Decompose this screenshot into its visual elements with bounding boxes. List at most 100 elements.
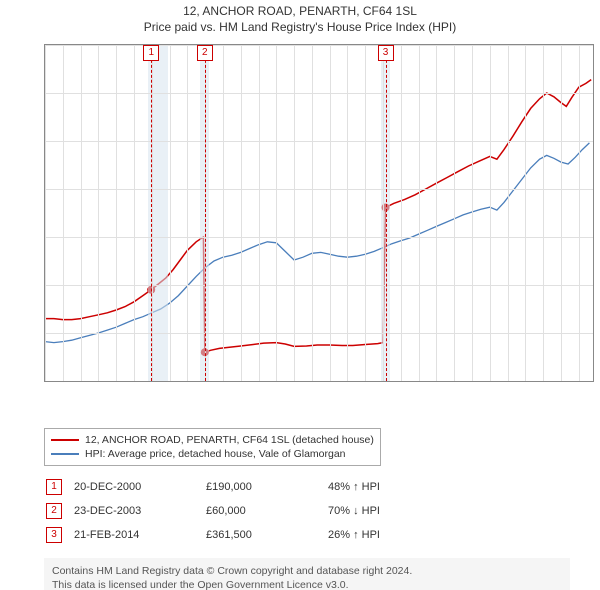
- x-tick-label: 2025: [579, 381, 594, 382]
- x-tick-label: 2011: [330, 381, 345, 382]
- x-tick-label: 2002: [170, 381, 185, 382]
- event-delta: 70% ↓ HPI: [328, 500, 390, 522]
- gridline-h: [45, 189, 593, 190]
- event-marker: 2: [46, 503, 62, 519]
- event-marker: 3: [46, 527, 62, 543]
- gridline-v: [383, 45, 384, 381]
- attribution: Contains HM Land Registry data © Crown c…: [44, 558, 570, 590]
- gridline-h: [45, 381, 593, 382]
- x-tick-label: 2000: [134, 381, 149, 382]
- gridline-h: [45, 45, 593, 46]
- event-date: 23-DEC-2003: [74, 500, 204, 522]
- x-tick-label: 2019: [472, 381, 487, 382]
- gridline-v: [170, 45, 171, 381]
- gridline-h: [45, 141, 593, 142]
- legend-label: 12, ANCHOR ROAD, PENARTH, CF64 1SL (deta…: [85, 434, 374, 446]
- gridline-v: [490, 45, 491, 381]
- attribution-line1: Contains HM Land Registry data © Crown c…: [52, 564, 562, 578]
- x-tick-label: 2015: [401, 381, 416, 382]
- event-line: [151, 45, 152, 381]
- gridline-v: [312, 45, 313, 381]
- event-marker-box: 2: [197, 45, 213, 61]
- x-tick-label: 2016: [419, 381, 434, 382]
- gridline-v: [63, 45, 64, 381]
- x-tick-label: 2012: [347, 381, 362, 382]
- event-row: 120-DEC-2000£190,00048% ↑ HPI: [46, 476, 390, 498]
- legend-swatch: [51, 453, 79, 455]
- gridline-v: [134, 45, 135, 381]
- series-property: [45, 80, 591, 353]
- gridline-h: [45, 333, 593, 334]
- legend-item: 12, ANCHOR ROAD, PENARTH, CF64 1SL (deta…: [51, 433, 374, 447]
- gridline-v: [116, 45, 117, 381]
- x-tick-label: 2010: [312, 381, 327, 382]
- event-date: 21-FEB-2014: [74, 524, 204, 546]
- x-tick-label: 1996: [63, 381, 78, 382]
- x-tick-label: 2004: [205, 381, 220, 382]
- gridline-v: [472, 45, 473, 381]
- gridline-v: [525, 45, 526, 381]
- x-tick-label: 2013: [365, 381, 380, 382]
- event-marker-box: 1: [143, 45, 159, 61]
- gridline-v: [347, 45, 348, 381]
- gridline-v: [365, 45, 366, 381]
- x-tick-label: 2006: [241, 381, 256, 382]
- x-tick-label: 2005: [223, 381, 238, 382]
- legend-label: HPI: Average price, detached house, Vale…: [85, 448, 346, 460]
- x-tick-label: 2007: [259, 381, 274, 382]
- event-row: 223-DEC-2003£60,00070% ↓ HPI: [46, 500, 390, 522]
- event-line: [205, 45, 206, 381]
- plot-area: £0£100K£200K£300K£400K£500K£600K£700K199…: [44, 44, 594, 382]
- gridline-v: [259, 45, 260, 381]
- legend-swatch: [51, 439, 79, 441]
- gridline-v: [98, 45, 99, 381]
- gridline-v: [454, 45, 455, 381]
- chart-titles: 12, ANCHOR ROAD, PENARTH, CF64 1SL Price…: [0, 0, 600, 34]
- x-tick-label: 2003: [187, 381, 202, 382]
- x-tick-label: 2014: [383, 381, 398, 382]
- gridline-v: [187, 45, 188, 381]
- legend: 12, ANCHOR ROAD, PENARTH, CF64 1SL (deta…: [44, 428, 381, 466]
- event-price: £190,000: [206, 476, 326, 498]
- attribution-line2: This data is licensed under the Open Gov…: [52, 578, 562, 590]
- x-tick-label: 1998: [98, 381, 113, 382]
- gridline-v: [543, 45, 544, 381]
- gridline-h: [45, 285, 593, 286]
- gridline-v: [401, 45, 402, 381]
- gridline-v: [330, 45, 331, 381]
- x-tick-label: 2018: [454, 381, 469, 382]
- gridline-v: [241, 45, 242, 381]
- gridline-v: [508, 45, 509, 381]
- event-delta: 48% ↑ HPI: [328, 476, 390, 498]
- event-price: £361,500: [206, 524, 326, 546]
- event-marker-box: 3: [378, 45, 394, 61]
- x-tick-label: 1995: [45, 381, 60, 382]
- gridline-v: [419, 45, 420, 381]
- x-tick-label: 2017: [436, 381, 451, 382]
- events-table: 120-DEC-2000£190,00048% ↑ HPI 2 23-DEC-200…: [44, 474, 392, 548]
- gridline-h: [45, 93, 593, 94]
- gridline-v: [561, 45, 562, 381]
- event-line: [386, 45, 387, 381]
- gridline-v: [45, 45, 46, 381]
- gridline-v: [579, 45, 580, 381]
- chart: £0£100K£200K£300K£400K£500K£600K£700K199…: [0, 34, 600, 422]
- x-tick-label: 2023: [543, 381, 558, 382]
- x-tick-label: 2001: [152, 381, 167, 382]
- x-tick-label: 2024: [561, 381, 576, 382]
- legend-item: HPI: Average price, detached house, Vale…: [51, 447, 374, 461]
- event-date: 20-DEC-2000: [74, 476, 204, 498]
- x-tick-label: 1999: [116, 381, 131, 382]
- x-tick-label: 2008: [276, 381, 291, 382]
- gridline-v: [223, 45, 224, 381]
- gridline-v: [294, 45, 295, 381]
- title-line1: 12, ANCHOR ROAD, PENARTH, CF64 1SL: [0, 4, 600, 18]
- gridline-h: [45, 237, 593, 238]
- event-row: 3 21-FEB-2014£361,50026% ↑ HPI: [46, 524, 390, 546]
- title-line2: Price paid vs. HM Land Registry's House …: [0, 20, 600, 34]
- x-tick-label: 1997: [81, 381, 96, 382]
- x-tick-label: 2009: [294, 381, 309, 382]
- event-delta: 26% ↑ HPI: [328, 524, 390, 546]
- x-tick-label: 2020: [490, 381, 505, 382]
- gridline-v: [276, 45, 277, 381]
